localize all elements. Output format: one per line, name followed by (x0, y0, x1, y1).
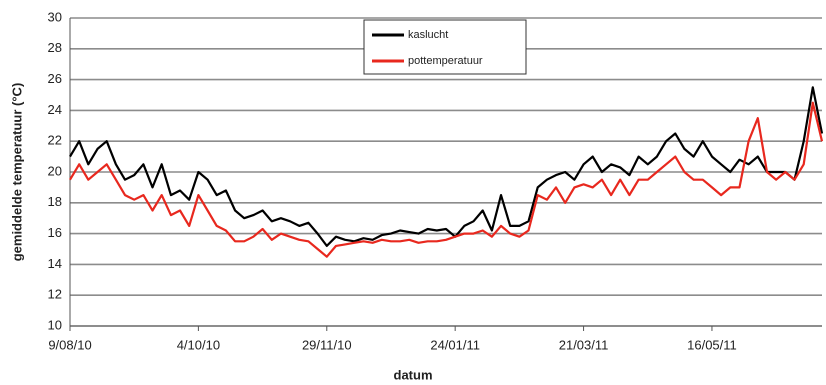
y-tick-label: 20 (48, 163, 62, 178)
x-tick-label: 9/08/10 (48, 337, 91, 352)
y-tick-label: 18 (48, 194, 62, 209)
x-tick-label: 29/11/10 (302, 337, 352, 352)
y-tick-label: 28 (48, 40, 62, 55)
y-tick-label: 14 (48, 256, 62, 271)
y-tick-label: 22 (48, 133, 62, 148)
y-tick-label: 10 (48, 317, 62, 332)
y-tick-label: 12 (48, 287, 62, 302)
y-axis-label: gemiddelde temperatuur (°C) (9, 83, 24, 262)
legend-label: kaslucht (408, 29, 448, 41)
x-tick-label: 24/01/11 (430, 337, 480, 352)
x-axis-label: datum (394, 367, 433, 382)
y-tick-label: 24 (48, 102, 62, 117)
legend-label: pottemperatuur (408, 55, 483, 67)
series-line (69, 86, 824, 247)
x-tick-label: 4/10/10 (177, 337, 220, 352)
legend-box (363, 19, 527, 75)
y-tick-label: 26 (48, 71, 62, 86)
y-tick-label: 16 (48, 225, 62, 240)
y-tick-label: 30 (48, 9, 62, 24)
x-tick-label: 16/05/11 (687, 337, 737, 352)
x-tick-label: 21/03/11 (559, 337, 609, 352)
series-line (69, 101, 824, 258)
